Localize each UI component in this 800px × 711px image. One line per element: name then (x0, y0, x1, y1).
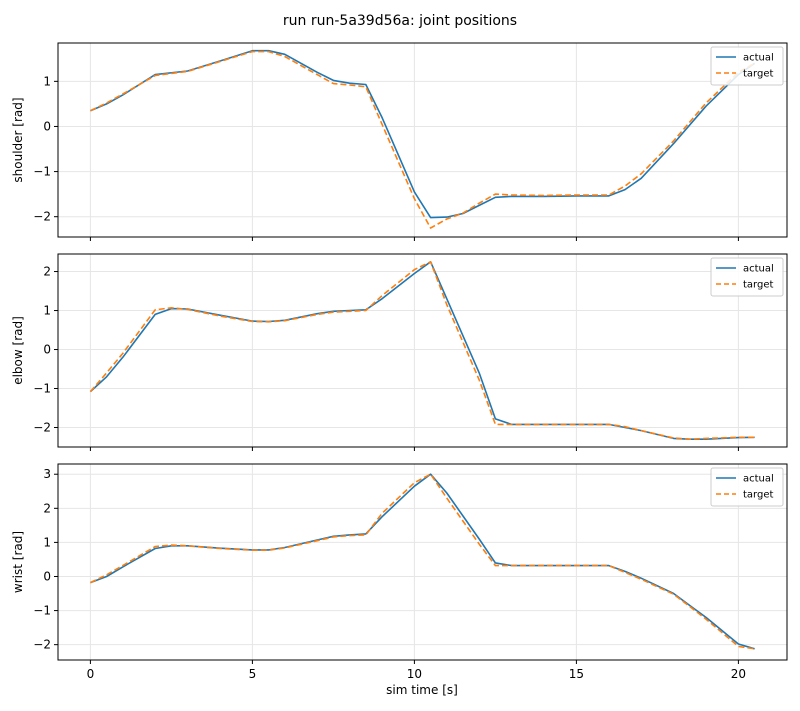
y-tick-label: 1 (43, 74, 51, 88)
y-axis-label: shoulder [rad] (11, 97, 25, 182)
legend: actual target (710, 46, 784, 86)
x-tick-label: 5 (249, 667, 257, 681)
y-tick-label: −1 (33, 382, 51, 396)
x-tick-label: 15 (569, 667, 584, 681)
y-tick-label: −2 (33, 638, 51, 652)
chart-panels: −2 −1 0 1 shoulder [rad] actual target −2 −1 0 1 2 e… (11, 42, 788, 681)
y-tick-label: −2 (33, 210, 51, 224)
y-tick-label: −1 (33, 165, 51, 179)
x-tick-label: 10 (407, 667, 422, 681)
x-tick-label: 0 (87, 667, 95, 681)
series-line-actual (89, 260, 755, 441)
y-axis-label: wrist [rad] (11, 531, 25, 593)
axes-frame (57, 463, 788, 661)
legend-label-actual: actual (743, 264, 774, 275)
legend-label-target: target (743, 69, 773, 80)
series-line-actual (90, 473, 755, 650)
series-line-actual (90, 49, 756, 219)
panel-0: −2 −1 0 1 shoulder [rad] actual target (11, 42, 788, 241)
legend: actual target (710, 467, 784, 507)
x-tick-label: 20 (731, 667, 746, 681)
y-tick-label: 1 (43, 304, 51, 318)
y-tick-label: 3 (43, 467, 51, 481)
series-line-target (90, 473, 755, 650)
y-tick-label: 0 (43, 343, 51, 357)
legend-label-target: target (743, 490, 773, 501)
y-tick-label: −2 (33, 421, 51, 435)
y-tick-label: 0 (43, 119, 51, 133)
legend-label-actual: actual (743, 53, 774, 64)
axes-frame (57, 253, 788, 448)
panel-2: 0 5 10 15 20 −2 −1 0 1 2 3 wrist [rad] actual target (11, 463, 788, 681)
y-axis-label: elbow [rad] (11, 316, 25, 385)
chart-title: run run-5a39d56a: joint positions (283, 13, 517, 29)
axes-frame (57, 42, 788, 238)
y-tick-label: 1 (43, 535, 51, 549)
legend-label-target: target (743, 280, 773, 291)
x-axis-label: sim time [s] (386, 683, 458, 697)
series-line-target (90, 50, 755, 229)
y-tick-label: 2 (43, 501, 51, 515)
y-tick-label: 2 (43, 265, 51, 279)
y-tick-label: 0 (43, 569, 51, 583)
y-tick-label: −1 (33, 604, 51, 618)
panel-1: −2 −1 0 1 2 elbow [rad] actual target (11, 253, 788, 451)
legend: actual target (710, 257, 784, 297)
series-line-target (89, 260, 755, 441)
legend-label-actual: actual (743, 474, 774, 485)
